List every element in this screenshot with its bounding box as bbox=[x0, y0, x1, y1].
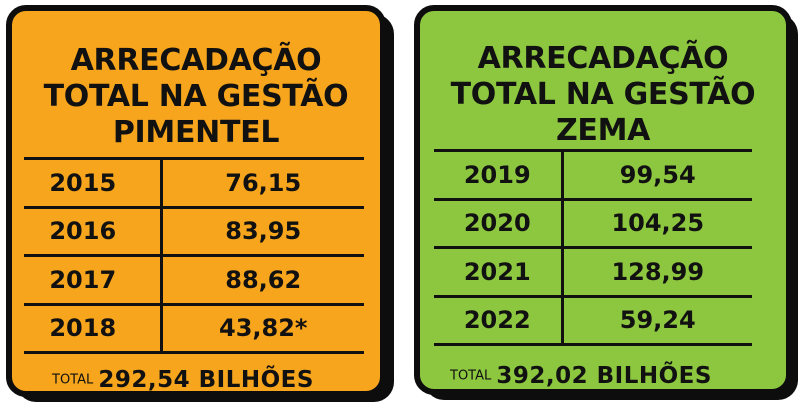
table-row: 2018 43,82* bbox=[24, 302, 364, 354]
table-row: 2022 59,24 bbox=[434, 294, 752, 346]
year-cell: 2018 bbox=[24, 302, 163, 354]
zema-title: ARRECADAÇÃO TOTAL NA GESTÃO ZEMA bbox=[420, 41, 786, 149]
year-cell: 2020 bbox=[434, 197, 564, 248]
title-line: ZEMA bbox=[555, 113, 651, 148]
total-label: TOTAL bbox=[450, 368, 492, 384]
year-cell: 2017 bbox=[24, 254, 163, 304]
table-row: 2020 104,25 bbox=[434, 197, 752, 248]
zema-card: ARRECADAÇÃO TOTAL NA GESTÃO ZEMA 2019 99… bbox=[414, 5, 792, 395]
pimentel-card: ARRECADAÇÃO TOTAL NA GESTÃO PIMENTEL 201… bbox=[6, 5, 386, 397]
pimentel-table: 2015 76,15 2016 83,95 2017 88,62 2018 43… bbox=[24, 157, 364, 354]
table-row: 2017 88,62 bbox=[24, 254, 364, 304]
zema-total: TOTAL 392,02 BILHÕES bbox=[450, 363, 712, 389]
value-cell: 104,25 bbox=[562, 197, 752, 248]
value-cell: 59,24 bbox=[562, 294, 752, 346]
title-line: TOTAL NA GESTÃO bbox=[450, 77, 756, 112]
table-row: 2021 128,99 bbox=[434, 246, 752, 296]
value-cell: 99,54 bbox=[562, 149, 752, 199]
total-value: 392,02 BILHÕES bbox=[496, 363, 712, 389]
value-cell: 83,95 bbox=[161, 205, 364, 256]
year-cell: 2019 bbox=[434, 149, 564, 199]
pimentel-total: TOTAL 292,54 BILHÕES bbox=[52, 367, 314, 393]
title-line: ARRECADAÇÃO bbox=[477, 41, 729, 76]
value-cell: 76,15 bbox=[161, 157, 364, 207]
title-line: PIMENTEL bbox=[112, 115, 280, 150]
table-row: 2015 76,15 bbox=[24, 157, 364, 207]
total-value: 292,54 BILHÕES bbox=[98, 367, 314, 393]
table-row: 2016 83,95 bbox=[24, 205, 364, 256]
zema-table: 2019 99,54 2020 104,25 2021 128,99 2022 … bbox=[434, 149, 752, 346]
year-cell: 2015 bbox=[24, 157, 163, 207]
year-cell: 2022 bbox=[434, 294, 564, 346]
year-cell: 2016 bbox=[24, 205, 163, 256]
title-line: ARRECADAÇÃO bbox=[70, 43, 322, 78]
title-line: TOTAL NA GESTÃO bbox=[43, 79, 349, 114]
value-cell: 43,82* bbox=[161, 302, 364, 354]
table-row: 2019 99,54 bbox=[434, 149, 752, 199]
total-label: TOTAL bbox=[52, 372, 94, 388]
value-cell: 88,62 bbox=[161, 254, 364, 304]
year-cell: 2021 bbox=[434, 246, 564, 296]
pimentel-title: ARRECADAÇÃO TOTAL NA GESTÃO PIMENTEL bbox=[12, 43, 380, 151]
value-cell: 128,99 bbox=[562, 246, 752, 296]
